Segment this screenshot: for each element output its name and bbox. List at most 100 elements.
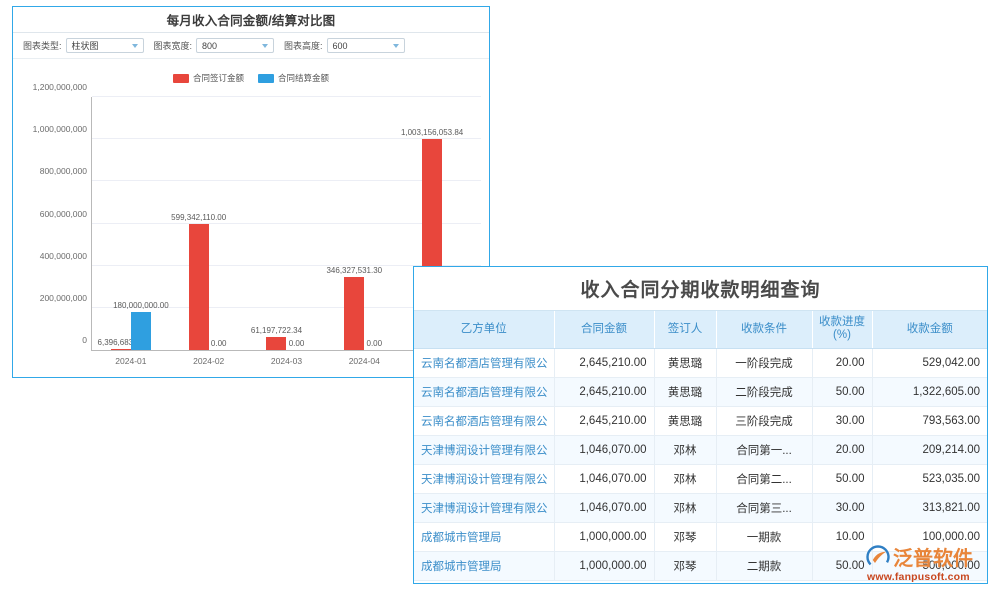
table-row[interactable]: 天津博润设计管理有限公 1,046,070.00 邓林 合同第二... 50.00 523… [414, 464, 987, 494]
x-axis-tick-label: 2024-01 [115, 356, 147, 366]
table-cell-progress: 50.00 [812, 377, 873, 407]
table-cell-unit[interactable]: 云南名都酒店管理有限公 [414, 406, 555, 436]
chart-bar[interactable]: 180,000,000.00 [113, 301, 169, 350]
receipt-detail-table: 乙方单位 合同金额 签订人 收款条件 收款进度(%) 收款金额 云南名都酒店管理有限公 2,… [414, 311, 987, 581]
chart-category-group: 61,197,722.34 0.00 2024-03 [248, 97, 326, 366]
x-axis-tick-label: 2024-04 [348, 356, 380, 366]
y-axis-tick-label: 600,000,000 [39, 208, 87, 219]
table-cell-person: 邓林 [654, 464, 717, 494]
x-axis-tick-label: 2024-03 [270, 356, 303, 366]
chart-plot-area: 0 200,000,000 400,000,000 600,000,000 800,00… [13, 82, 491, 379]
chart-category-group: 346,327,531.30 0.00 2024-04 [325, 97, 403, 366]
chart-category-group: 599,342,110.00 0.00 2024-02 [170, 97, 248, 366]
chart-bar[interactable]: 6,396,683.50 [98, 338, 144, 350]
chart-title-bar: 每月收入合同金额/结算对比图 [13, 7, 489, 33]
chevron-down-icon [392, 43, 399, 48]
table-cell-unit[interactable]: 云南名都酒店管理有限公 [414, 377, 555, 407]
chart-bar-label: 1,003,156,053.84 [400, 127, 464, 137]
table-column-header[interactable]: 合同金额 [554, 311, 655, 349]
legend-swatch [258, 73, 274, 83]
table-cell-unit[interactable]: 成都城市管理局 [414, 551, 555, 581]
table-cell-person: 邓琴 [654, 551, 717, 581]
table-row[interactable]: 云南名都酒店管理有限公 2,645,210.00 黄思璐 一阶段完成 20.00 529,… [414, 348, 987, 378]
table-cell-unit[interactable]: 天津博润设计管理有限公 [414, 435, 555, 465]
table-cell-condition: 合同第三... [716, 493, 813, 523]
chart-bar-label: 0.00 [366, 339, 383, 348]
legend-swatch [172, 73, 189, 83]
table-body: 云南名都酒店管理有限公 2,645,210.00 黄思璐 一阶段完成 20.00 529,… [414, 348, 987, 581]
table-cell-condition: 二期款 [716, 551, 813, 581]
table-title-bar: 收入合同分期收款明细查询 [414, 267, 987, 311]
table-cell-received: 100,000.00 [872, 522, 987, 552]
table-cell-amount: 1,000,000.00 [554, 551, 655, 581]
chart-gridline [92, 222, 481, 224]
table-panel-title: 收入合同分期收款明细查询 [580, 280, 821, 301]
chart-legend: 合同签订金额 合同结算金额 [13, 67, 489, 89]
chart-toolbar: 图表类型: 柱状图 图表宽度: 800 图表高度: 600 [13, 33, 489, 59]
table-column-header[interactable]: 收款进度(%) [812, 311, 873, 349]
table-cell-amount: 2,645,210.00 [554, 348, 655, 378]
chart-bar-label: 6,396,683.50 [97, 337, 145, 347]
chart-height-label: 图表高度: [284, 41, 323, 51]
table-cell-condition: 合同第一... [716, 435, 813, 465]
chart-height-control: 图表高度: 600 [284, 38, 405, 53]
chart-height-select[interactable]: 600 [326, 38, 405, 53]
table-column-header[interactable]: 签订人 [654, 311, 717, 349]
table-cell-received: 529,042.00 [872, 348, 987, 378]
chart-height-value: 600 [332, 40, 348, 51]
table-cell-unit[interactable]: 成都城市管理局 [414, 522, 555, 552]
table-cell-progress: 20.00 [812, 348, 873, 378]
legend-label: 合同结算金额 [278, 73, 330, 83]
chart-bar[interactable]: 61,197,722.34 [251, 326, 302, 350]
table-cell-amount: 2,645,210.00 [554, 377, 655, 407]
chart-bar-label: 0.00 [288, 339, 305, 348]
chart-panel: 每月收入合同金额/结算对比图 图表类型: 柱状图 图表宽度: 800 图表高度: [12, 6, 490, 378]
contract-receipt-table-panel: 收入合同分期收款明细查询 乙方单位 合同金额 签订人 收款条件 收款进度(%) 收款金额 … [413, 266, 988, 584]
table-row[interactable]: 天津博润设计管理有限公 1,046,070.00 邓林 合同第三... 30.00 313… [414, 493, 987, 523]
chart-bar[interactable]: 599,342,110.00 [171, 213, 226, 350]
table-row[interactable]: 云南名都酒店管理有限公 2,645,210.00 黄思璐 三阶段完成 30.00 793,… [414, 406, 987, 436]
table-row[interactable]: 天津博润设计管理有限公 1,046,070.00 邓林 合同第一... 20.00 209… [414, 435, 987, 465]
table-cell-amount: 1,046,070.00 [554, 464, 655, 494]
table-cell-condition: 一阶段完成 [716, 348, 813, 378]
x-axis-tick-label: 2024-02 [193, 356, 225, 366]
table-cell-condition: 合同第二... [716, 464, 813, 494]
legend-item[interactable]: 合同结算金额 [258, 72, 329, 84]
chart-bar[interactable]: 346,327,531.30 [326, 266, 382, 350]
chart-gridline [92, 96, 481, 97]
y-axis-tick-label: 1,000,000,000 [32, 124, 87, 135]
chart-type-control: 图表类型: 柱状图 [23, 38, 144, 53]
table-cell-condition: 二阶段完成 [716, 377, 813, 407]
table-row[interactable]: 云南名都酒店管理有限公 2,645,210.00 黄思璐 二阶段完成 50.00 1,32… [414, 377, 987, 407]
chart-width-select[interactable]: 800 [196, 38, 275, 53]
chart-type-label: 图表类型: [23, 41, 62, 51]
chart-gridline [92, 306, 481, 308]
legend-label: 合同签订金额 [192, 73, 244, 83]
chart-category-group: 6,396,683.50 180,000,000.00 2024-01 [92, 97, 170, 366]
table-column-header[interactable]: 乙方单位 [414, 311, 555, 349]
table-cell-progress: 50.00 [812, 551, 873, 581]
table-column-header[interactable]: 收款条件 [716, 311, 813, 349]
table-cell-person: 黄思璐 [654, 406, 717, 436]
table-cell-received: 209,214.00 [872, 435, 987, 465]
chart-width-value: 800 [202, 40, 218, 51]
table-row[interactable]: 成都城市管理局 1,000,000.00 邓琴 二期款 50.00 500,000.00 [414, 551, 987, 581]
table-cell-person: 黄思璐 [654, 377, 717, 407]
chart-bar-label: 599,342,110.00 [171, 212, 227, 222]
table-cell-progress: 30.00 [812, 406, 873, 436]
chart-type-select[interactable]: 柱状图 [65, 38, 144, 53]
legend-item[interactable]: 合同签订金额 [172, 72, 244, 84]
table-cell-unit[interactable]: 天津博润设计管理有限公 [414, 464, 555, 494]
table-cell-received: 313,821.00 [872, 493, 987, 523]
table-cell-unit[interactable]: 云南名都酒店管理有限公 [414, 348, 555, 378]
table-column-header[interactable]: 收款金额 [872, 311, 987, 349]
table-cell-amount: 1,000,000.00 [554, 522, 655, 552]
chart-width-label: 图表宽度: [153, 41, 193, 51]
table-cell-progress: 10.00 [812, 522, 873, 552]
table-cell-unit[interactable]: 天津博润设计管理有限公 [414, 493, 555, 523]
y-axis-tick-label: 400,000,000 [39, 250, 87, 261]
table-row[interactable]: 成都城市管理局 1,000,000.00 邓琴 一期款 10.00 100,000.00 [414, 522, 987, 552]
chevron-down-icon [262, 43, 269, 48]
chart-gridline [92, 180, 481, 182]
